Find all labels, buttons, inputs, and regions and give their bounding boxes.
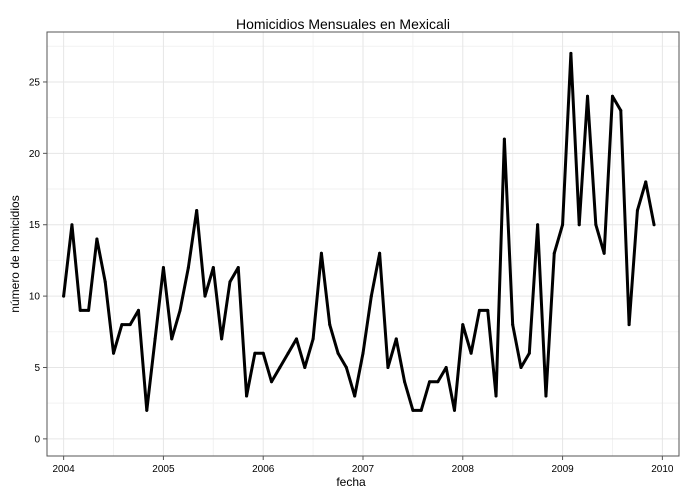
- data-point: [569, 51, 573, 55]
- data-point: [153, 337, 157, 341]
- data-point: [619, 109, 623, 113]
- data-point: [261, 351, 265, 355]
- data-point: [211, 266, 215, 270]
- y-tick-label: 5: [34, 363, 40, 374]
- data-point: [586, 94, 590, 98]
- data-point: [552, 251, 556, 255]
- data-point: [361, 351, 365, 355]
- data-point: [294, 337, 298, 341]
- data-point: [452, 408, 456, 412]
- data-point: [103, 280, 107, 284]
- data-point: [419, 408, 423, 412]
- data-point: [112, 351, 116, 355]
- data-point: [602, 251, 606, 255]
- data-point: [577, 223, 581, 227]
- data-point: [394, 337, 398, 341]
- data-point: [178, 308, 182, 312]
- data-point: [311, 337, 315, 341]
- data-point: [203, 294, 207, 298]
- data-point: [228, 280, 232, 284]
- y-tick-label: 10: [29, 292, 41, 303]
- data-point: [511, 323, 515, 327]
- data-point: [411, 408, 415, 412]
- data-point: [270, 380, 274, 384]
- data-point: [444, 365, 448, 369]
- data-point: [236, 266, 240, 270]
- data-points: [62, 51, 656, 412]
- x-tick-label: 2006: [252, 464, 275, 475]
- x-tick-label: 2008: [452, 464, 475, 475]
- y-tick-label: 20: [29, 149, 41, 160]
- data-point: [477, 308, 481, 312]
- data-point: [161, 266, 165, 270]
- data-point: [70, 223, 74, 227]
- data-point: [403, 380, 407, 384]
- x-tick-label: 2009: [551, 464, 574, 475]
- y-tick-label: 15: [29, 220, 41, 231]
- data-point: [386, 365, 390, 369]
- y-tick-label: 0: [34, 434, 40, 445]
- data-point: [78, 308, 82, 312]
- data-point: [328, 323, 332, 327]
- data-point: [610, 94, 614, 98]
- data-point: [627, 323, 631, 327]
- x-tick-label: 2007: [352, 464, 375, 475]
- data-point: [594, 223, 598, 227]
- data-point: [95, 237, 99, 241]
- data-point: [220, 337, 224, 341]
- data-point: [461, 323, 465, 327]
- x-axis-label: fecha: [336, 475, 366, 489]
- chart-title: Homicidios Mensuales en Mexicali: [236, 16, 450, 32]
- data-point: [195, 208, 199, 212]
- y-tick-label: 25: [29, 77, 41, 88]
- data-point: [62, 294, 66, 298]
- data-point: [286, 351, 290, 355]
- data-point: [278, 365, 282, 369]
- data-point: [303, 365, 307, 369]
- data-point: [245, 394, 249, 398]
- data-point: [344, 365, 348, 369]
- data-point: [527, 351, 531, 355]
- data-point: [486, 308, 490, 312]
- x-tick-label: 2005: [152, 464, 175, 475]
- data-point: [652, 223, 656, 227]
- data-point: [186, 266, 190, 270]
- data-point: [436, 380, 440, 384]
- data-point: [145, 408, 149, 412]
- data-point: [369, 294, 373, 298]
- series-line: [62, 51, 656, 412]
- data-point: [353, 394, 357, 398]
- data-point: [128, 323, 132, 327]
- data-point: [635, 208, 639, 212]
- data-point: [120, 323, 124, 327]
- grid: [47, 32, 679, 456]
- y-axis: 0 5 10 15 20 25: [29, 77, 47, 445]
- data-point: [561, 223, 565, 227]
- data-point: [536, 223, 540, 227]
- data-point: [336, 351, 340, 355]
- data-point: [253, 351, 257, 355]
- data-point: [428, 380, 432, 384]
- data-point: [502, 137, 506, 141]
- x-tick-label: 2004: [53, 464, 76, 475]
- data-point: [469, 351, 473, 355]
- data-point: [87, 308, 91, 312]
- x-tick-label: 2010: [651, 464, 674, 475]
- y-axis-label: número de homicidios: [8, 195, 22, 312]
- data-point: [494, 394, 498, 398]
- data-point: [544, 394, 548, 398]
- data-point: [378, 251, 382, 255]
- data-point: [170, 337, 174, 341]
- data-point: [644, 180, 648, 184]
- data-point: [319, 251, 323, 255]
- data-point: [519, 365, 523, 369]
- x-axis: 2004 2005 2006 2007 2008 2009 2010: [53, 456, 674, 475]
- data-point: [136, 308, 140, 312]
